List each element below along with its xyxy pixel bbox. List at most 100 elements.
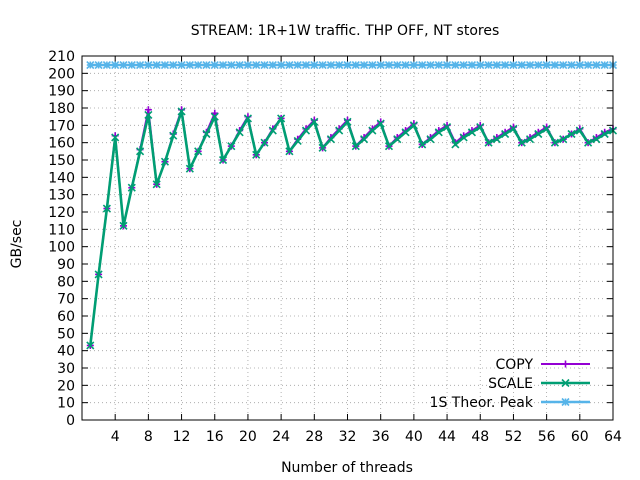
data-point — [393, 135, 402, 144]
x-tick-label: 36 — [372, 429, 390, 445]
data-point — [252, 150, 261, 159]
data-point — [376, 60, 385, 70]
data-point — [550, 60, 559, 70]
data-point — [492, 135, 501, 144]
data-point — [426, 135, 435, 144]
data-point — [351, 60, 360, 70]
data-point — [442, 60, 452, 70]
data-point — [584, 60, 593, 70]
data-point — [102, 204, 111, 213]
data-point — [293, 60, 302, 70]
grid — [82, 56, 613, 420]
data-point — [534, 60, 543, 70]
data-point — [575, 60, 584, 70]
data-point — [111, 60, 120, 70]
data-point — [467, 60, 477, 70]
series-1s-theor-peak — [86, 60, 618, 70]
data-point — [484, 138, 493, 147]
data-point — [335, 126, 344, 135]
data-point — [152, 60, 161, 70]
data-point — [467, 128, 477, 137]
data-point — [86, 60, 95, 70]
data-point — [376, 119, 385, 128]
y-tick-label: 90 — [57, 257, 75, 273]
data-point — [360, 135, 369, 144]
y-tick-label: 100 — [48, 240, 75, 256]
x-tick-label: 48 — [471, 429, 489, 445]
data-point — [476, 60, 485, 70]
data-point — [202, 129, 211, 139]
data-point — [418, 60, 427, 70]
data-point — [243, 114, 253, 123]
x-axis-label: Number of threads — [281, 460, 413, 476]
data-point — [501, 60, 510, 70]
y-tick-label: 170 — [48, 118, 75, 134]
y-tick-label: 40 — [57, 344, 75, 360]
legend: COPY SCALE 1S Theor. Peak — [430, 357, 590, 411]
data-point — [401, 60, 410, 70]
legend-item: 1S Theor. Peak — [430, 395, 590, 411]
plot-border — [81, 55, 614, 421]
data-point — [534, 129, 543, 139]
legend-label: COPY — [496, 357, 534, 373]
data-point — [318, 143, 327, 152]
legend-label: SCALE — [488, 376, 533, 392]
data-point — [542, 124, 551, 133]
data-point — [368, 60, 377, 70]
x-tick-label: 56 — [538, 429, 556, 445]
data-point — [210, 60, 219, 70]
y-tick-label: 50 — [57, 326, 75, 342]
y-tick-label: 160 — [48, 136, 75, 152]
y-tick-label: 210 — [48, 49, 75, 65]
data-point — [434, 60, 443, 70]
x-tick-label: 16 — [206, 429, 224, 445]
data-point — [119, 60, 128, 70]
data-point — [434, 128, 443, 137]
x-tick-label: 44 — [438, 429, 456, 445]
data-point — [476, 123, 485, 132]
data-point — [169, 131, 178, 140]
y-tick-label: 150 — [48, 153, 75, 169]
data-point — [401, 128, 410, 137]
data-point — [136, 60, 145, 70]
data-point — [592, 135, 601, 144]
data-point — [592, 60, 601, 70]
data-point — [285, 147, 294, 156]
x-tick-label: 40 — [405, 429, 423, 445]
data-point — [567, 60, 576, 70]
x-tick-label: 32 — [339, 429, 357, 445]
data-point — [218, 155, 228, 165]
data-point — [335, 60, 344, 70]
data-point — [94, 270, 103, 279]
data-point — [492, 60, 501, 70]
data-point — [459, 133, 468, 142]
data-point — [160, 60, 170, 70]
chart-title: STREAM: 1R+1W traffic. THP OFF, NT store… — [191, 23, 500, 39]
data-point — [310, 117, 319, 126]
data-point — [227, 142, 236, 151]
data-point — [517, 138, 526, 147]
legend-marker — [561, 378, 570, 388]
y-tick-label: 10 — [57, 396, 75, 412]
data-point — [111, 133, 120, 142]
y-tick-label: 110 — [48, 222, 75, 238]
data-point — [177, 60, 186, 70]
y-tick-label: 30 — [57, 361, 75, 377]
data-point — [501, 129, 510, 139]
data-point — [517, 60, 526, 70]
data-point — [268, 126, 277, 135]
data-point — [277, 114, 286, 123]
data-point — [584, 138, 593, 147]
data-point — [409, 121, 418, 130]
y-tick-label: 120 — [48, 205, 75, 221]
legend-item: COPY — [496, 357, 590, 373]
data-point — [119, 221, 128, 230]
data-point — [343, 117, 352, 126]
data-point — [177, 107, 186, 116]
legend-marker — [561, 397, 570, 407]
data-point — [169, 60, 178, 70]
data-point — [509, 60, 518, 70]
data-point — [194, 60, 203, 70]
y-tick-label: 60 — [57, 309, 75, 325]
data-point — [442, 123, 452, 132]
